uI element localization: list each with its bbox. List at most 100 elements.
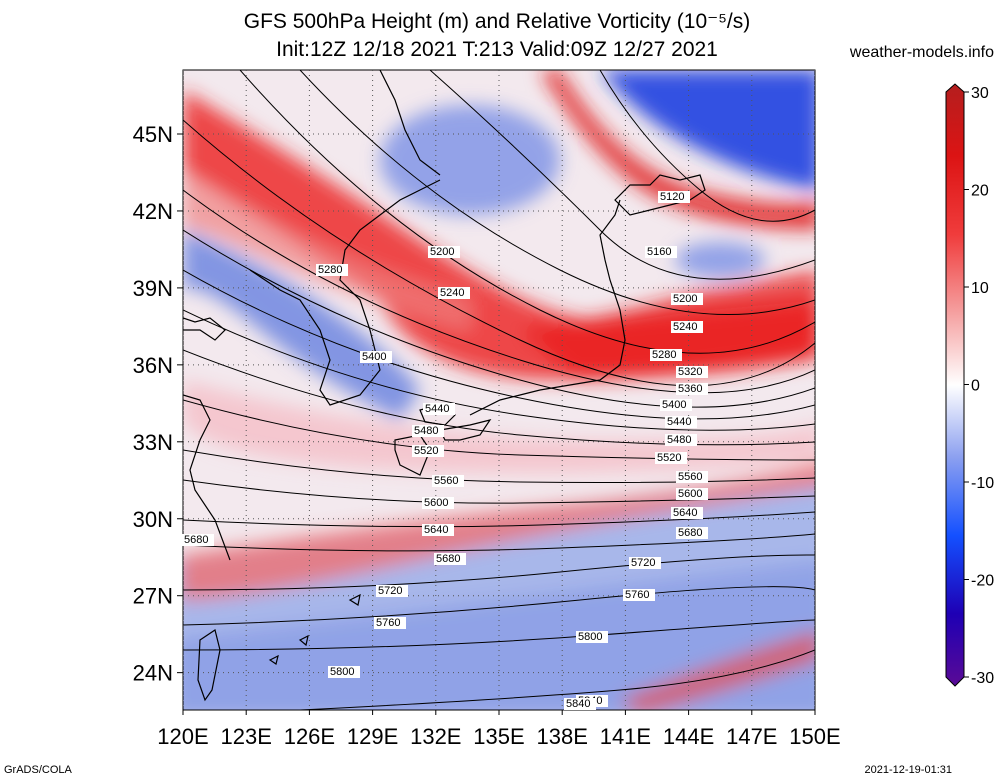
lon-label: 123E: [221, 724, 272, 749]
contour-label: 5200: [673, 293, 697, 305]
coastline: [183, 317, 226, 341]
contour-label-bg: [438, 287, 470, 299]
lon-label: 150E: [789, 724, 840, 749]
contour-label-bg: [376, 585, 408, 597]
contour-label: 5360: [678, 383, 702, 395]
footer-timestamp: 2021-12-19-01:31: [864, 764, 952, 776]
height-contour: [183, 479, 815, 504]
height-contour: [183, 511, 815, 528]
chart-title: GFS 500hPa Height (m) and Relative Vorti…: [243, 10, 751, 33]
contour-label: 5280: [652, 349, 676, 361]
contour-label-bg: [671, 507, 703, 519]
contour-label: 5680: [678, 527, 702, 539]
height-contours: [183, 70, 815, 710]
lat-label: 24N: [133, 661, 173, 686]
contour-label-bg: [432, 475, 464, 487]
footer-credit: GrADS/COLA: [4, 764, 72, 776]
contour-label-bg: [629, 557, 661, 569]
contour-label: 5560: [434, 475, 458, 487]
chart-subtitle: Init:12Z 12/18 2021 T:213 Valid:09Z 12/2…: [276, 38, 718, 61]
contour-label-bg: [650, 349, 682, 361]
coastline: [348, 593, 361, 606]
contour-label-bg: [316, 264, 348, 276]
contour-label-bg: [428, 246, 460, 258]
lon-label: 129E: [347, 724, 398, 749]
contour-label: 5480: [667, 434, 691, 446]
contour-label-bg: [412, 425, 444, 437]
contour-label-bg: [422, 497, 454, 509]
contour-label-bg: [645, 246, 677, 258]
height-contour: [183, 586, 815, 626]
contour-label: 5440: [425, 403, 449, 415]
coastlines: [183, 70, 706, 702]
lon-label: 147E: [726, 724, 777, 749]
lon-label: 144E: [663, 724, 714, 749]
coastline: [379, 70, 441, 176]
contour-label-bg: [434, 553, 466, 565]
contour-label-bg: [328, 666, 360, 678]
height-contour: [183, 619, 815, 651]
lon-label: 135E: [473, 724, 524, 749]
contour-label-bg: [671, 293, 703, 305]
contour-label: 5680: [436, 553, 460, 565]
contour-label: 5840: [566, 698, 590, 710]
coastline: [439, 419, 492, 441]
height-contour: [183, 533, 815, 552]
colorbar-tick-label: 0: [971, 378, 980, 395]
colorbar-tick-label: 30: [971, 85, 989, 102]
contour-label-bg: [412, 445, 444, 457]
contour-label: 5200: [430, 246, 454, 258]
contour-label: 5320: [678, 366, 702, 378]
lon-label: 141E: [600, 724, 651, 749]
contour-label: 5400: [362, 351, 386, 363]
colorbar-tick-label: 10: [971, 280, 989, 297]
height-contour: [429, 70, 815, 280]
contour-label-bg: [671, 321, 703, 333]
site-credit: weather-models.info: [849, 44, 994, 61]
contour-label: 5560: [678, 471, 702, 483]
contour-label: 5240: [440, 287, 464, 299]
colorbar-ramp: [945, 83, 965, 687]
coastline: [298, 634, 309, 647]
contour-label: 5800: [578, 631, 602, 643]
contour-label-bg: [182, 534, 214, 546]
colorbar-tick-label: -10: [971, 475, 994, 492]
contour-label: 5720: [378, 585, 402, 597]
contour-label-bg: [360, 351, 392, 363]
contour-label: 5240: [673, 321, 697, 333]
contour-label-bg: [564, 698, 596, 710]
height-contour: [183, 399, 815, 461]
colorbar-tick-label: 20: [971, 183, 989, 200]
contour-label: 5120: [660, 191, 684, 203]
lat-label: 42N: [133, 199, 173, 224]
colorbar-tick-label: -30: [971, 670, 994, 687]
contour-label-bg: [423, 403, 455, 415]
contour-label: 5520: [657, 452, 681, 464]
contour-label: 5640: [424, 524, 448, 536]
contour-label: 5720: [631, 557, 655, 569]
height-contour: [183, 309, 815, 431]
colorbar: 30 20 10 0 -10 -20 -30: [945, 83, 994, 687]
lat-label: 30N: [133, 507, 173, 532]
lat-label: 45N: [133, 122, 173, 147]
coastline: [183, 394, 231, 561]
lat-label: 39N: [133, 276, 173, 301]
height-contour: [299, 649, 815, 710]
longitude-axis: 120E 123E 126E 129E 132E 135E 138E 141E 144E 147E…: [157, 710, 841, 749]
contour-label-bg: [676, 527, 708, 539]
contour-label-bg: [665, 434, 697, 446]
contour-label-bg: [676, 488, 708, 500]
contour-label-bg: [676, 366, 708, 378]
latitude-axis: 45N 42N 39N 36N 33N 30N 27N 24N: [133, 122, 183, 686]
contour-label: 5600: [424, 497, 448, 509]
height-contour: [183, 449, 815, 483]
contour-label: 5800: [330, 666, 354, 678]
contour-label: 5640: [673, 507, 697, 519]
contour-label-bg: [576, 631, 608, 643]
height-contour: [183, 119, 815, 387]
contour-label: 5160: [647, 246, 671, 258]
contour-label-bg: [676, 471, 708, 483]
lon-label: 138E: [537, 724, 588, 749]
height-contour: [183, 189, 815, 394]
